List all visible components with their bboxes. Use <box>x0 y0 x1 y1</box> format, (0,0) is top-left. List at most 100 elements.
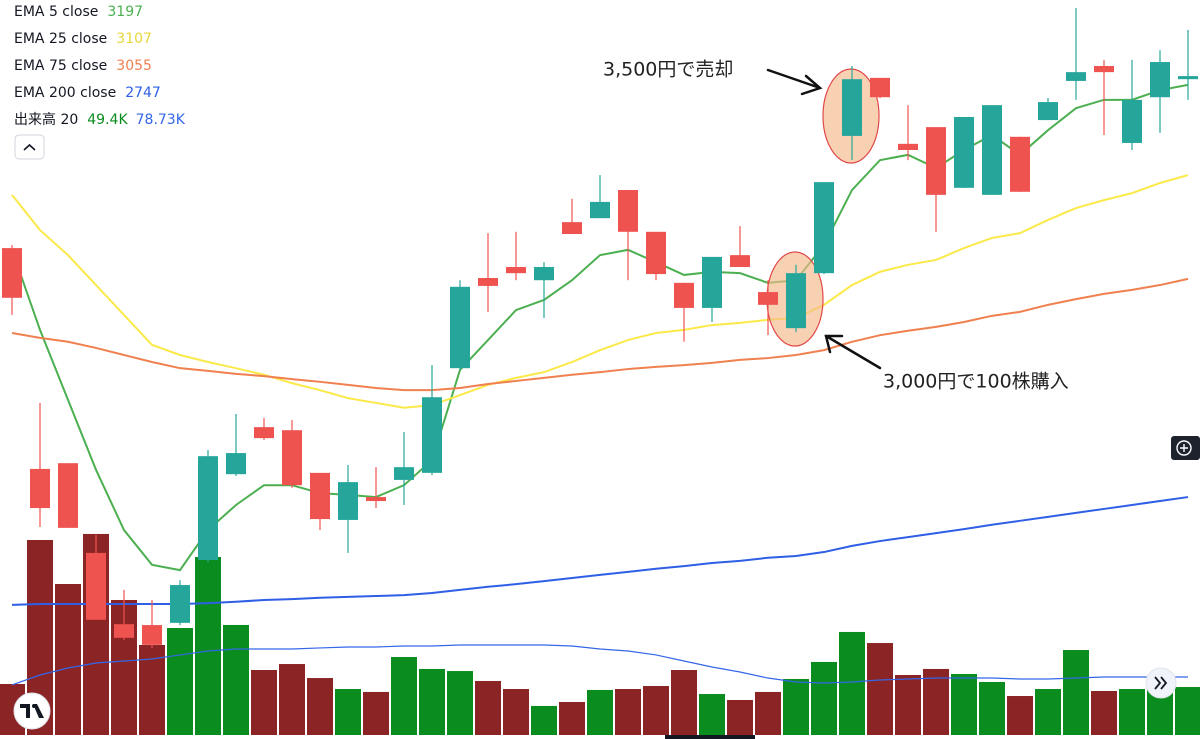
candle-body <box>2 248 22 298</box>
volume-ma-line <box>11 644 1188 686</box>
ema-line <box>11 174 1189 409</box>
legend-value: 3055 <box>116 58 152 74</box>
volume-bar <box>531 705 557 735</box>
volume-bar <box>587 689 613 735</box>
time-cursor <box>665 735 755 739</box>
candles <box>2 7 1198 648</box>
legend-name: EMA 200 close <box>14 85 116 101</box>
volume-bar <box>335 689 361 735</box>
collapse-icon <box>23 143 36 151</box>
volume-bar <box>55 583 81 735</box>
scroll-icon <box>1154 676 1168 690</box>
volume-bar <box>1175 687 1200 735</box>
volume-bar <box>1007 696 1033 735</box>
candle-body <box>450 286 470 369</box>
volume-bar <box>951 673 977 735</box>
volume-bar <box>811 661 837 735</box>
volume-bar <box>839 631 865 735</box>
logo-circle <box>13 692 51 730</box>
logo-mark <box>20 704 44 718</box>
candle-body <box>1010 136 1030 192</box>
candle-body <box>282 430 302 486</box>
candle-body <box>30 468 50 509</box>
candle-body <box>394 467 414 480</box>
ema-line <box>11 496 1189 606</box>
volume-bar <box>979 682 1005 735</box>
candle-body <box>338 482 358 520</box>
arrows <box>766 68 882 370</box>
volume-bar <box>923 668 949 735</box>
collapse-button-frame[interactable] <box>14 134 45 160</box>
candle-body <box>226 453 246 475</box>
candle-body <box>814 182 834 274</box>
volume-bar <box>671 669 697 735</box>
candle-body <box>954 117 974 188</box>
candle-body <box>422 397 442 473</box>
candle-body <box>786 273 806 329</box>
add-button[interactable] <box>1171 436 1200 460</box>
legend-value: 3197 <box>107 4 143 20</box>
legend-value: 49.4K <box>87 112 128 128</box>
logo-dot <box>32 704 36 708</box>
candle-body <box>254 427 274 439</box>
legend-value: 78.73K <box>136 112 186 128</box>
volume-bar <box>1119 689 1145 735</box>
volume-bar <box>1035 689 1061 735</box>
volume-bar <box>503 689 529 735</box>
legend-name: EMA 25 close <box>14 31 107 47</box>
candle-body <box>1094 65 1114 73</box>
legend-value: 2747 <box>125 85 161 101</box>
volume-bar <box>447 671 473 735</box>
candle-body <box>618 190 638 232</box>
volume-bar <box>307 678 333 735</box>
candle-body <box>86 552 106 620</box>
add-icon-cross <box>1180 444 1188 452</box>
volume-bar <box>727 699 753 735</box>
candle-body <box>926 127 946 195</box>
volume-bar <box>279 664 305 735</box>
candle-body <box>702 256 722 308</box>
candle-body <box>674 282 694 308</box>
candle-body <box>562 222 582 235</box>
legend-value: 3107 <box>116 31 152 47</box>
volume-bar <box>615 689 641 735</box>
candle-body <box>478 278 498 286</box>
ema-line <box>11 277 1189 392</box>
candle-body <box>170 585 190 623</box>
scroll-button[interactable] <box>1145 667 1177 699</box>
candle-body <box>870 77 890 98</box>
volume-bar <box>559 701 585 735</box>
candle-body <box>842 79 862 136</box>
volume-bar <box>1091 691 1117 735</box>
volume-bar <box>643 685 669 735</box>
collapse-button[interactable] <box>14 134 45 160</box>
legend-name: EMA 75 close <box>14 58 107 74</box>
volume-bar <box>699 694 725 735</box>
candle-body <box>646 231 666 275</box>
volume-bar <box>783 678 809 735</box>
volume-bar <box>895 675 921 735</box>
candle-body <box>58 463 78 528</box>
add-icon <box>1176 440 1192 456</box>
candle-body <box>730 255 750 268</box>
volume-bar <box>195 557 221 735</box>
candle-body <box>1178 76 1198 80</box>
volume-bar <box>755 691 781 735</box>
volume-bar <box>363 691 389 735</box>
candle-body <box>114 624 134 638</box>
candle-body <box>982 105 1002 195</box>
candle-body <box>534 267 554 281</box>
candle-body <box>310 472 330 520</box>
candle-body <box>1038 102 1058 121</box>
candle-body <box>506 267 526 274</box>
logo <box>13 692 51 730</box>
volume-pane <box>0 533 1200 735</box>
volume-bar <box>391 657 417 735</box>
candle-body <box>898 143 918 150</box>
candle-body <box>758 292 778 305</box>
buy-arrow <box>824 334 882 370</box>
legend-name: 出来高 20 <box>14 111 78 128</box>
legend-name: EMA 5 close <box>14 4 98 20</box>
